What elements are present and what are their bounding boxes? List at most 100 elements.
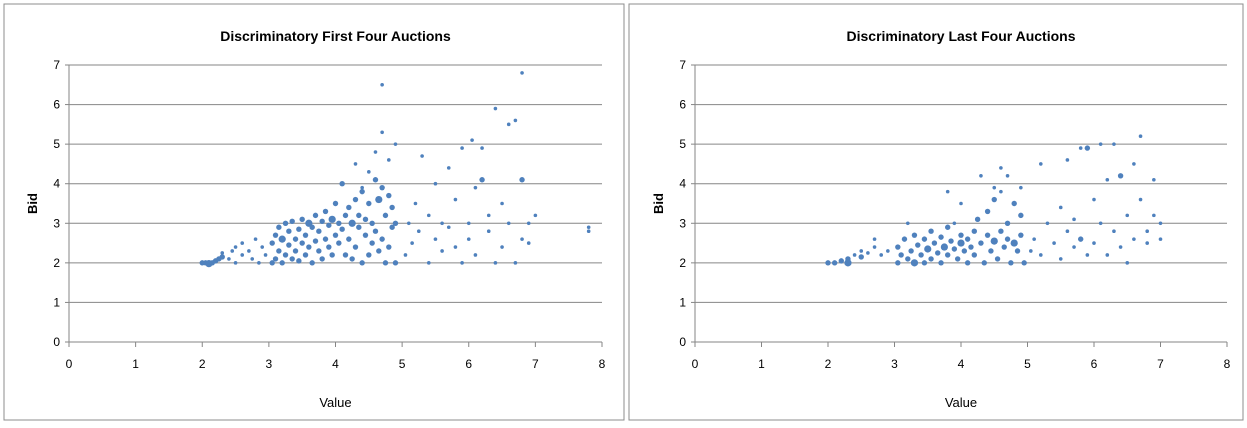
x-tick-label: 7 [532,357,539,371]
scatter-point [493,261,498,265]
scatter-point [957,239,965,247]
scatter-point [360,185,364,190]
x-tick-label: 6 [1091,357,1098,371]
scatter-point [486,213,491,218]
scatter-point [282,252,289,258]
scatter-point [406,221,411,226]
scatter-point [992,185,997,190]
scatter-point [352,244,359,250]
scatter-point [466,237,471,241]
scatter-point [356,224,362,230]
scatter-point [356,212,362,219]
scatter-point [974,216,981,223]
y-tick-label: 1 [53,295,60,309]
scatter-point [316,248,322,254]
x-axis-label: Value [945,395,977,410]
scatter-point [366,252,372,258]
scatter-point [533,213,538,218]
scatter-point [387,158,391,162]
scatter-point [1018,232,1024,238]
x-tick-label: 3 [891,357,898,371]
scatter-point [1045,221,1050,226]
scatter-point [240,253,245,257]
scatter-point [353,162,358,166]
scatter-point [257,261,261,265]
y-tick-label: 3 [53,216,60,230]
scatter-point [1065,158,1070,162]
scatter-point [426,261,431,265]
scatter-point [493,106,498,111]
scatter-point [269,240,275,246]
scatter-point [292,248,299,254]
scatter-point [1011,200,1017,207]
scatter-point [1152,177,1156,182]
scatter-point [500,245,504,249]
x-tick-label: 3 [266,357,273,371]
scatter-point [486,229,491,233]
scatter-point [1158,237,1163,241]
scatter-point [326,222,332,228]
scatter-point [945,189,950,194]
scatter-point [964,260,971,266]
scatter-point [1152,213,1156,218]
scatter-point [302,232,309,238]
scatter-point [369,240,375,246]
scatter-point [844,259,852,267]
scatter-point [326,244,332,250]
scatter-point [382,260,389,266]
scatter-point [968,244,974,250]
scatter-point [1019,185,1023,190]
scatter-point [1021,260,1027,266]
scatter-point [938,260,944,266]
scatter-point [346,236,352,242]
scatter-point [1039,253,1043,257]
scatter-point [433,237,438,241]
scatter-point [220,251,225,255]
scatter-point [1118,245,1123,249]
scatter-point [460,146,464,150]
x-tick-label: 4 [958,357,965,371]
scatter-point [296,258,302,264]
scatter-point [342,252,349,258]
x-tick-label: 5 [399,357,406,371]
scatter-point [342,212,349,219]
scatter-point [348,219,356,227]
scatter-point [250,257,255,261]
scatter-point [895,244,901,250]
scatter-point [306,244,312,250]
scatter-point [1132,237,1136,241]
scatter-point [984,232,991,238]
scatter-point [1018,212,1024,219]
scatter-point [473,185,478,190]
scatter-point [372,228,379,234]
scatter-point [945,252,951,258]
scatter-point [247,249,251,253]
scatter-point [286,228,292,234]
scatter-point [951,246,958,252]
scatter-point [945,224,951,230]
scatter-point [282,220,289,226]
scatter-point [440,221,444,226]
scatter-point [322,236,329,242]
scatter-point [263,253,268,257]
scatter-point [309,260,315,266]
scatter-point [470,138,474,142]
chart-panel-1: Discriminatory First Four Auctions 0 1 2 3 4 5… [3,3,625,421]
scatter-point [906,221,910,226]
scatter-point [872,237,877,241]
y-axis-label: Bid [651,193,666,214]
x-tick-label: 2 [825,357,832,371]
scatter-point [359,260,365,266]
scatter-point [379,184,385,191]
scatter-point [480,146,484,150]
scatter-point [339,226,345,232]
scatter-point [382,212,389,219]
scatter-point [991,196,997,203]
scatter-point [1145,229,1149,233]
scatter-point [831,260,838,266]
scatter-point [453,197,458,202]
scatter-point [520,237,524,241]
scatter-point [506,221,511,226]
x-axis-label: Value [319,395,351,410]
x-tick-label: 0 [66,357,73,371]
